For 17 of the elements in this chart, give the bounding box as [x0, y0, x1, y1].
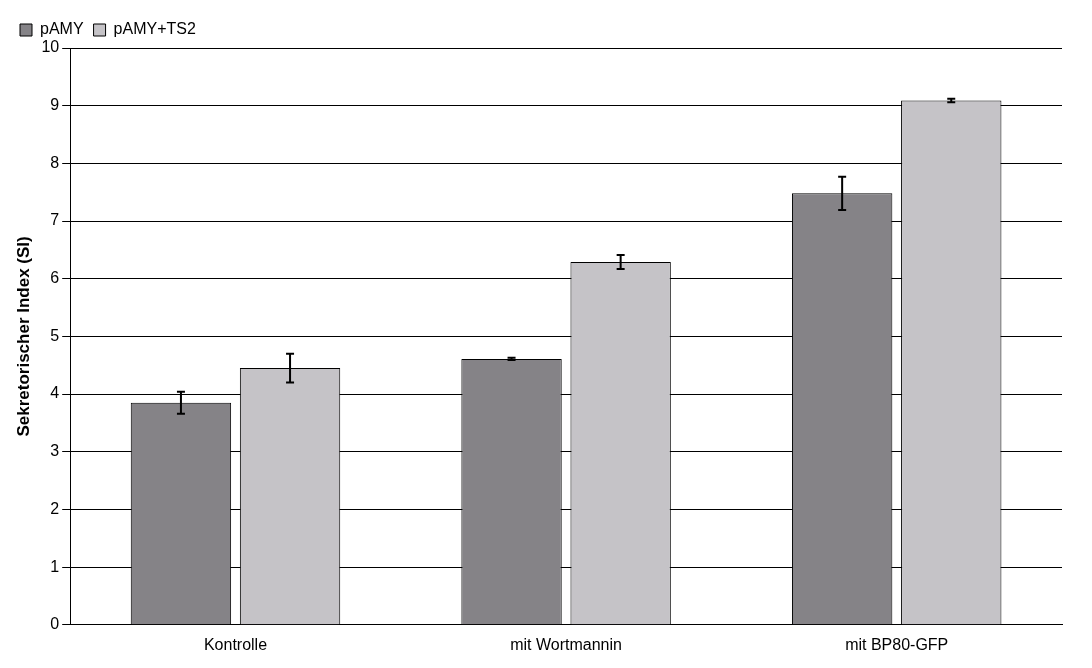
- y-tick-label: 1: [50, 557, 60, 575]
- legend-label: pAMY: [40, 20, 84, 38]
- y-tick-label: 6: [50, 269, 60, 287]
- y-tick-label: 5: [50, 326, 60, 344]
- y-tick-label: 2: [50, 499, 60, 517]
- y-tick-label: 0: [50, 615, 60, 633]
- y-tick-label: 8: [50, 153, 60, 171]
- legend-label: pAMY+TS2: [113, 20, 196, 38]
- x-tick-label: mit BP80-GFP: [845, 635, 949, 653]
- y-tick-label: 7: [50, 211, 60, 229]
- y-tick-label: 4: [50, 384, 60, 402]
- y-tick-label: 9: [50, 96, 60, 114]
- x-tick-label: mit Wortmannin: [510, 635, 622, 653]
- x-tick-label: Kontrolle: [203, 635, 268, 653]
- y-axis-title: Sekretorischer Index (SI): [13, 236, 33, 437]
- y-tick-label: 10: [41, 38, 60, 56]
- y-tick-label: 3: [50, 442, 60, 460]
